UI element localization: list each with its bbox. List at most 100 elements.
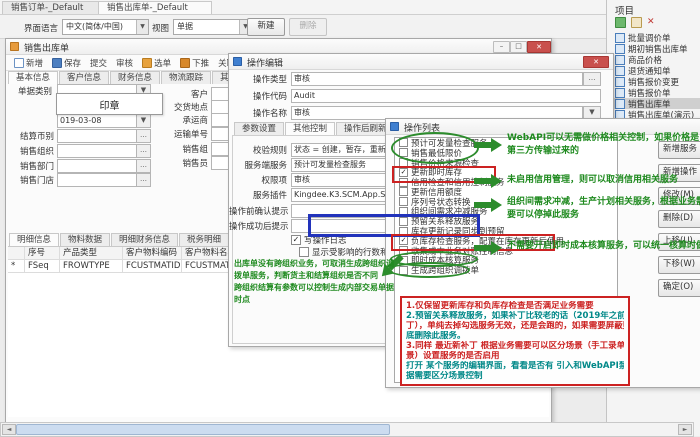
tree-item-init-delivery[interactable]: 期初销售出库单 <box>611 43 700 54</box>
tab-material-data[interactable]: 物料数据 <box>60 233 111 246</box>
project-panel-title: 项目 <box>615 6 635 17</box>
save-disk-icon <box>52 57 63 68</box>
tree-item-product-price[interactable]: 商品价格 <box>611 54 700 65</box>
view-label: 视图 <box>152 24 170 34</box>
sales-store-label: 销售门店 <box>19 176 54 186</box>
view-select[interactable]: 单据 ▼ <box>173 19 252 35</box>
push-down-icon <box>180 57 191 68</box>
checkbox-icon <box>291 235 301 245</box>
tab-detail-finance[interactable]: 明细财务信息 <box>111 233 179 246</box>
add-operation-button[interactable]: 新增操作 <box>658 164 700 182</box>
sales-store-lookup[interactable]: … <box>136 173 151 187</box>
modify-button[interactable]: 修改(M) <box>658 187 700 205</box>
tree-item-sales-delivery[interactable]: 销售出库单 <box>611 98 700 109</box>
settle-currency-label: 结算币别 <box>19 132 54 142</box>
pin-icon[interactable]: ✕ <box>647 17 655 27</box>
grid-cell-product-type[interactable]: FROWTYPE <box>60 260 123 272</box>
tab-customer-info[interactable]: 客户信息 <box>59 71 110 84</box>
svc-min-price[interactable]: 销售最低限价 <box>395 148 617 159</box>
toolbar-submit-button[interactable]: 提交 <box>90 58 108 69</box>
toolbar-push-button[interactable]: 下推 <box>180 57 209 69</box>
svc-reserve-release[interactable]: 预留关系释放服务 <box>395 216 617 227</box>
show-affected-rows-checkbox[interactable]: 显示受影响的行数和单据清单 <box>299 246 423 258</box>
scroll-right-icon[interactable]: ► <box>678 424 692 435</box>
sales-org-lookup[interactable]: … <box>136 144 151 158</box>
svc-update-inventory[interactable]: 更新即时库存 <box>395 167 617 178</box>
op-code-field[interactable]: Audit <box>291 89 601 103</box>
annotation-note-box: 1.仅保留更新库存和负库存检查是否满足业务需要 2.预留关系释放服务，如果补丁比… <box>400 296 630 386</box>
op-code-label: 操作代码 <box>252 92 287 102</box>
svc-update-credit-limit[interactable]: 更新信用额度 <box>395 187 617 198</box>
confirm-button[interactable]: 确定(O) <box>658 279 700 297</box>
toolbar-new-button[interactable]: 新增 <box>14 57 43 69</box>
filter-bar: 界面语言 中文(简体/中国) ▼ 视图 单据 ▼ 新建 删除 <box>0 15 606 39</box>
close-icon[interactable]: ✕ <box>527 41 551 53</box>
maximize-button[interactable]: □ <box>510 41 527 53</box>
op-list-titlebar: 操作列表 <box>386 119 700 135</box>
tab-basic-info[interactable]: 基本信息 <box>8 71 59 84</box>
grid-view-icon[interactable] <box>615 17 626 28</box>
checkbox-icon <box>399 148 408 158</box>
op-type-lookup[interactable]: … <box>583 72 601 86</box>
grid-cell-seq[interactable]: FSeq <box>25 260 60 272</box>
op-code-row: 操作代码 Audit <box>229 89 601 103</box>
tab-logistics[interactable]: 物流跟踪 <box>161 71 212 84</box>
customer-label: 客户 <box>190 90 208 100</box>
sales-dept-field[interactable] <box>57 159 142 173</box>
tab-sales-order[interactable]: 销售订单-_Default <box>2 1 112 14</box>
horizontal-scrollbar[interactable]: ◄ ► <box>0 422 694 437</box>
checkbox-icon <box>399 265 408 275</box>
date-field[interactable]: 019-03-08 <box>57 114 142 128</box>
project-toolbar: ✕ <box>615 17 655 28</box>
move-down-button[interactable]: 下移(W) <box>658 256 700 274</box>
delete-button[interactable]: 删除 <box>289 18 327 36</box>
tree-item-quote[interactable]: 销售报价单 <box>611 87 700 98</box>
write-log-checkbox[interactable]: 写操作日志 <box>291 234 347 246</box>
language-select[interactable]: 中文(简体/中国) ▼ <box>62 19 149 35</box>
toolbar-save-button[interactable]: 保存 <box>52 57 81 69</box>
sales-store-field[interactable] <box>57 173 142 187</box>
clipboard-icon[interactable] <box>631 17 642 28</box>
grid-cell-cust-mat-id[interactable]: FCUSTMATID <box>123 260 182 272</box>
dialog-icon <box>233 57 242 66</box>
minimize-button[interactable]: – <box>493 41 510 53</box>
document-icon <box>615 32 625 43</box>
tree-item-batch-price[interactable]: 批量调价单 <box>611 32 700 43</box>
move-up-button[interactable]: 上移(U) <box>658 233 700 251</box>
tab-sales-delivery[interactable]: 销售出库单-_Default <box>98 1 212 14</box>
doc-type-label: 单据类别 <box>18 87 53 97</box>
toolbar-pick-button[interactable]: 选单 <box>142 57 171 69</box>
tab-detail-info[interactable]: 明细信息 <box>9 233 60 246</box>
document-icon <box>615 76 625 87</box>
settle-currency-lookup[interactable]: … <box>136 129 151 143</box>
settle-currency-field[interactable] <box>57 129 142 143</box>
window-icon <box>10 42 19 51</box>
svc-serial-status[interactable]: 序列号状态转换 <box>395 197 617 208</box>
note-line: 底删除此服务。 <box>406 331 466 341</box>
tree-item-return-notice[interactable]: 退货通知单 <box>611 65 700 76</box>
new-button[interactable]: 新建 <box>247 18 285 36</box>
add-service-button[interactable]: 新增服务 <box>658 141 700 159</box>
svc-interorg-transfer[interactable]: 生成跨组织调拨单 <box>395 265 617 276</box>
delete-button[interactable]: 删除(D) <box>658 210 700 228</box>
svc-available-qty-check[interactable]: 预计可发量检查服务 <box>395 138 617 149</box>
tab-finance-info[interactable]: 财务信息 <box>110 71 161 84</box>
op-type-field[interactable]: 审核 <box>291 72 583 86</box>
note-line: 1.仅保留更新库存和负库存检查是否满足业务需要 <box>406 301 594 311</box>
tab-tax-detail[interactable]: 税务明细 <box>179 233 230 246</box>
toolbar-audit-button[interactable]: 审核 <box>116 58 134 69</box>
scroll-left-icon[interactable]: ◄ <box>2 424 16 435</box>
document-icon <box>615 98 625 109</box>
tab-param-settings[interactable]: 参数设置 <box>234 122 285 135</box>
document-icon <box>615 65 625 76</box>
scrollbar-thumb[interactable] <box>16 424 390 435</box>
tree-item-quote-change[interactable]: 销售报价变更 <box>611 76 700 87</box>
sales-org-field[interactable] <box>57 144 142 158</box>
sales-dept-lookup[interactable]: … <box>136 159 151 173</box>
close-icon[interactable]: ✕ <box>583 56 609 68</box>
project-tree: 批量调价单 期初销售出库单 商品价格 退货通知单 销售报价变更 销售报价单 销售… <box>611 32 700 120</box>
op-list-dialog: 操作列表 预计可发量检查服务 销售最低限价 销售价格来源检查 更新即时库存 信用… <box>385 118 700 388</box>
checkbox-icon <box>399 255 408 265</box>
tab-other-control[interactable]: 其他控制 <box>285 122 336 135</box>
